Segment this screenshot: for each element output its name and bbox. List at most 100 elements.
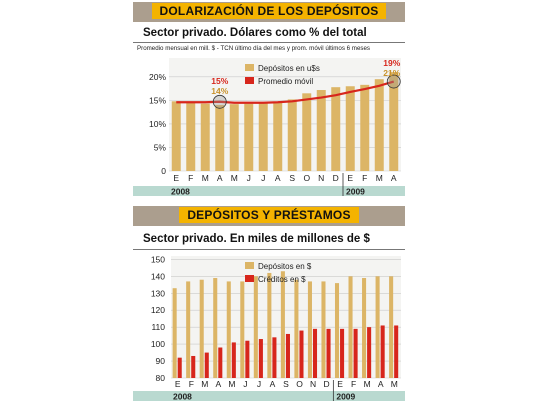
bar-credits-pesos — [218, 347, 223, 378]
bar-credits-pesos — [191, 355, 196, 378]
bar-deposits-usd — [360, 84, 370, 171]
annotation-ma-2008: 15% — [211, 76, 228, 86]
x-tick-label: F — [351, 379, 356, 389]
x-tick-label: A — [270, 379, 276, 389]
x-tick-label: M — [231, 173, 238, 183]
x-tick-label: E — [337, 379, 343, 389]
x-tick-label: A — [391, 173, 397, 183]
bar-deposits-pesos — [267, 272, 272, 378]
bar-deposits-usd — [244, 103, 254, 171]
bar-credits-pesos — [312, 328, 318, 378]
bar-credits-pesos — [231, 342, 236, 378]
bar-credits-pesos — [326, 328, 331, 378]
chart2-svg: 80 90 100 110 120 130 140 150 Depósitos en $ Créd… — [133, 254, 405, 402]
bar-credits-pesos — [177, 357, 182, 378]
y-tick-label: 120 — [151, 305, 165, 315]
y-tick-label: 150 — [151, 254, 165, 264]
year-label-2009: 2009 — [346, 187, 365, 197]
bar-deposits-pesos — [213, 278, 218, 378]
highlight-circle — [386, 74, 401, 89]
bar-deposits-usd — [389, 72, 399, 171]
x-tick-label: J — [247, 173, 251, 183]
bar-deposits-pesos — [375, 276, 380, 378]
legend-swatch-moving-avg — [245, 77, 254, 84]
x-tick-label: M — [376, 173, 383, 183]
y-tick-label: 10% — [149, 119, 166, 129]
bar-deposits-usd — [215, 105, 225, 171]
chart1-note: Promedio mensual en mill. $ - TCN último… — [137, 45, 371, 52]
x-tick-label: O — [296, 379, 303, 389]
legend-label-moving-avg: Promedio móvil — [258, 77, 313, 86]
chart1-subtitle: Sector privado. Dólares como % del total — [143, 27, 367, 39]
bar-deposits-usd — [200, 103, 210, 171]
bar-deposits-pesos — [199, 279, 204, 378]
y-tick-label: 15% — [149, 95, 166, 105]
divider — [133, 249, 405, 250]
x-tick-label: M — [228, 379, 235, 389]
x-tick-label: E — [173, 173, 179, 183]
bar-deposits-usd — [302, 93, 312, 171]
annotation-ma-2009: 19% — [383, 58, 400, 68]
bar-deposits-pesos — [362, 278, 367, 378]
legend-label-deposits: Depósitos en $ — [258, 262, 312, 271]
x-tick-label: F — [189, 379, 194, 389]
y-tick-label: 110 — [151, 322, 165, 332]
bar-deposits-usd — [331, 87, 341, 171]
bar-credits-pesos — [367, 327, 372, 378]
x-tick-label: A — [275, 173, 281, 183]
deposits-loans-panel: DEPÓSITOS Y PRÉSTAMOS Sector privado. En… — [133, 206, 405, 403]
x-tick-label: A — [378, 379, 384, 389]
bar-deposits-pesos — [280, 271, 285, 378]
legend-label-deposits: Depósitos en u$s — [258, 64, 320, 73]
x-tick-label: D — [333, 173, 339, 183]
divider — [133, 42, 405, 43]
bar-deposits-usd — [374, 79, 384, 171]
x-tick-label: J — [261, 173, 265, 183]
x-tick-label: E — [175, 379, 181, 389]
bar-credits-pesos — [340, 328, 345, 378]
x-tick-label: S — [283, 379, 289, 389]
chart2-subtitle: Sector privado. En miles de millones de … — [143, 233, 370, 245]
y-tick-label: 100 — [151, 339, 165, 349]
bar-deposits-pesos — [389, 276, 394, 378]
x-tick-label: N — [310, 379, 316, 389]
x-tick-label: N — [318, 173, 324, 183]
bar-credits-pesos — [380, 325, 385, 378]
x-tick-label: S — [289, 173, 295, 183]
bar-credits-pesos — [272, 337, 277, 378]
bar-credits-pesos — [285, 333, 290, 378]
legend-label-credits: Créditos en $ — [258, 275, 306, 284]
bar-credits-pesos — [258, 339, 263, 378]
x-tick-label: J — [243, 379, 247, 389]
annotation-dep-2008: 14% — [211, 86, 228, 96]
bar-deposits-pesos — [334, 283, 340, 378]
x-tick-label: M — [391, 379, 398, 389]
annotation-dep-2009: 21% — [383, 68, 400, 78]
y-tick-label: 80 — [156, 373, 166, 383]
x-tick-label: M — [201, 379, 208, 389]
bar-deposits-pesos — [186, 281, 191, 378]
bar-deposits-pesos — [321, 281, 326, 378]
y-tick-label: 130 — [151, 288, 165, 298]
bar-deposits-usd — [186, 102, 196, 171]
year-label-2009: 2009 — [336, 392, 355, 402]
x-tick-label: A — [217, 173, 223, 183]
x-tick-label: F — [362, 173, 367, 183]
legend-swatch-credits — [245, 275, 254, 282]
x-tick-label: J — [257, 379, 261, 389]
bar-deposits-pesos — [348, 276, 353, 378]
bar-deposits-pesos — [240, 281, 245, 378]
bar-credits-pesos — [204, 352, 209, 378]
x-tick-label: M — [202, 173, 209, 183]
y-tick-label: 20% — [149, 72, 166, 82]
y-tick-label: 5% — [154, 142, 167, 152]
x-tick-label: M — [364, 379, 371, 389]
y-tick-label: 0 — [161, 166, 166, 176]
bar-deposits-usd — [316, 90, 326, 171]
bar-deposits-pesos — [307, 281, 312, 378]
chart1-svg: 05%10%15%20% 15%14%19%21%Depósitos en u$s… — [133, 58, 405, 197]
bar-deposits-usd — [258, 103, 268, 171]
bar-credits-pesos — [299, 330, 304, 378]
year-band — [133, 186, 405, 196]
bar-deposits-pesos — [294, 279, 299, 378]
